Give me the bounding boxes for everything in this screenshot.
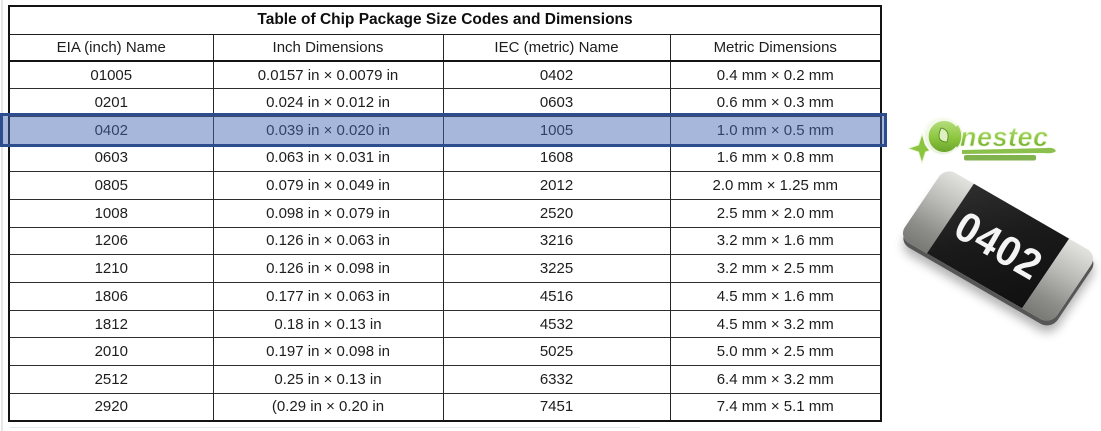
table-row: 01005 0.0157 in × 0.0079 in 0402 0.4 mm × 0… bbox=[8, 60, 882, 90]
table-row: 1210 0.126 in × 0.098 in 3225 3.2 mm × 2.5 … bbox=[8, 254, 882, 283]
column-header: EIA (inch) Name bbox=[8, 34, 214, 62]
table-cell: 5025 bbox=[442, 337, 671, 367]
left-edge-artifact bbox=[1, 0, 3, 431]
table-row: 2512 0.25 in × 0.13 in 6332 6.4 mm × 3.2 mm bbox=[8, 365, 882, 394]
table-row: 2010 0.197 in × 0.098 in 5025 5.0 mm × 2.5 … bbox=[8, 337, 882, 367]
table-cell: 0.18 in × 0.13 in bbox=[212, 309, 444, 339]
table-cell: (0.29 in × 0.20 in bbox=[212, 392, 444, 422]
table-cell: 4532 bbox=[442, 309, 671, 339]
table-cell: 6.4 mm × 3.2 mm bbox=[669, 365, 882, 394]
table-cell: 2.5 mm × 2.0 mm bbox=[669, 198, 882, 228]
chip-size-label: 0402 bbox=[946, 202, 1051, 289]
table-cell: 0.079 in × 0.049 in bbox=[212, 171, 444, 200]
table-cell: 3.2 mm × 2.5 mm bbox=[669, 254, 882, 283]
table-row: 1806 0.177 in × 0.063 in 4516 4.5 mm × 1.6 … bbox=[8, 282, 882, 311]
table-cell: 0603 bbox=[442, 88, 671, 117]
table-cell: 1806 bbox=[8, 282, 214, 311]
table-body: 01005 0.0157 in × 0.0079 in 0402 0.4 mm × 0… bbox=[8, 60, 882, 422]
table-cell: 2.0 mm × 1.25 mm bbox=[669, 171, 882, 200]
table-row: 0201 0.024 in × 0.012 in 0603 0.6 mm × 0.3 … bbox=[8, 88, 882, 117]
logo-text: nestec bbox=[960, 122, 1049, 152]
table-cell: 1812 bbox=[8, 309, 214, 339]
table-cell: 1005 bbox=[442, 115, 671, 145]
table-cell: 7451 bbox=[442, 392, 671, 422]
table-row: 1206 0.126 in × 0.063 in 3216 3.2 mm × 1.6 … bbox=[8, 226, 882, 256]
table-title-row: Table of Chip Package Size Codes and Dim… bbox=[8, 6, 882, 35]
table-cell: 1.0 mm × 0.5 mm bbox=[669, 115, 882, 145]
table-row: 1812 0.18 in × 0.13 in 4532 4.5 mm × 3.2 mm bbox=[8, 309, 882, 339]
table-row: 0402 0.039 in × 0.020 in 1005 1.0 mm × 0.5 … bbox=[8, 115, 882, 145]
table-cell: 1608 bbox=[442, 143, 671, 173]
bottom-edge-artifact bbox=[10, 427, 640, 428]
table-cell: 0.4 mm × 0.2 mm bbox=[669, 60, 882, 90]
table-cell: 2920 bbox=[8, 392, 214, 422]
column-header: IEC (metric) Name bbox=[442, 34, 671, 62]
table-cell: 0.25 in × 0.13 in bbox=[212, 365, 444, 394]
table-row: 0603 0.063 in × 0.031 in 1608 1.6 mm × 0.8 … bbox=[8, 143, 882, 173]
table-cell: 2520 bbox=[442, 198, 671, 228]
chip-resistor-photo: 0402 bbox=[896, 167, 1101, 326]
table-head: Table of Chip Package Size Codes and Dim… bbox=[8, 6, 882, 62]
table-cell: 1008 bbox=[8, 198, 214, 228]
table-cell: 4.5 mm × 3.2 mm bbox=[669, 309, 882, 339]
table-cell: 2012 bbox=[442, 171, 671, 200]
logo-underline-swoosh bbox=[962, 147, 1056, 154]
table-cell: 0.126 in × 0.098 in bbox=[212, 254, 444, 283]
column-header: Inch Dimensions bbox=[212, 34, 444, 62]
table-cell: 6332 bbox=[442, 365, 671, 394]
table-cell: 0201 bbox=[8, 88, 214, 117]
chip-package-size-table: Table of Chip Package Size Codes and Dim… bbox=[8, 5, 882, 422]
table-cell: 2512 bbox=[8, 365, 214, 394]
table-cell: 3216 bbox=[442, 226, 671, 256]
table-cell: 0.024 in × 0.012 in bbox=[212, 88, 444, 117]
table-cell: 0.6 mm × 0.3 mm bbox=[669, 88, 882, 117]
table-cell: 2010 bbox=[8, 337, 214, 367]
table-cell: 0402 bbox=[442, 60, 671, 90]
chip-body: 0402 bbox=[898, 167, 1098, 325]
table-cell: 0.177 in × 0.063 in bbox=[212, 282, 444, 311]
table-cell: 0.126 in × 0.063 in bbox=[212, 226, 444, 256]
table-cell: 3.2 mm × 1.6 mm bbox=[669, 226, 882, 256]
table-cell: 0.039 in × 0.020 in bbox=[212, 115, 444, 145]
table-cell: 0402 bbox=[8, 115, 214, 145]
table-row: 0805 0.079 in × 0.049 in 2012 2.0 mm × 1.25… bbox=[8, 171, 882, 200]
table-cell: 0.197 in × 0.098 in bbox=[212, 337, 444, 367]
table-cell: 01005 bbox=[8, 60, 214, 90]
table-row: 2920 (0.29 in × 0.20 in 7451 7.4 mm × 5.1 m… bbox=[8, 392, 882, 422]
table-cell: 7.4 mm × 5.1 mm bbox=[669, 392, 882, 422]
table-cell: 1210 bbox=[8, 254, 214, 283]
table-cell: 3225 bbox=[442, 254, 671, 283]
table-cell: 4516 bbox=[442, 282, 671, 311]
table-row: 1008 0.098 in × 0.079 in 2520 2.5 mm × 2.0 … bbox=[8, 198, 882, 228]
table-cell: 1206 bbox=[8, 226, 214, 256]
cinestec-logo: nestec bbox=[908, 116, 1056, 165]
table-cell: 5.0 mm × 2.5 mm bbox=[669, 337, 882, 367]
table-header-row: EIA (inch) Name Inch Dimensions IEC (metri… bbox=[8, 34, 882, 62]
table-cell: 0603 bbox=[8, 143, 214, 173]
table-cell: 0805 bbox=[8, 171, 214, 200]
table-cell: 0.063 in × 0.031 in bbox=[212, 143, 444, 173]
table-cell: 0.0157 in × 0.0079 in bbox=[212, 60, 444, 90]
table-cell: 4.5 mm × 1.6 mm bbox=[669, 282, 882, 311]
column-header: Metric Dimensions bbox=[669, 34, 882, 62]
c-leaf-emblem bbox=[923, 116, 963, 157]
table-title: Table of Chip Package Size Codes and Dim… bbox=[8, 6, 882, 35]
table-cell: 0.098 in × 0.079 in bbox=[212, 198, 444, 228]
table-cell: 1.6 mm × 0.8 mm bbox=[669, 143, 882, 173]
logo-tagline-bar bbox=[964, 155, 1036, 161]
